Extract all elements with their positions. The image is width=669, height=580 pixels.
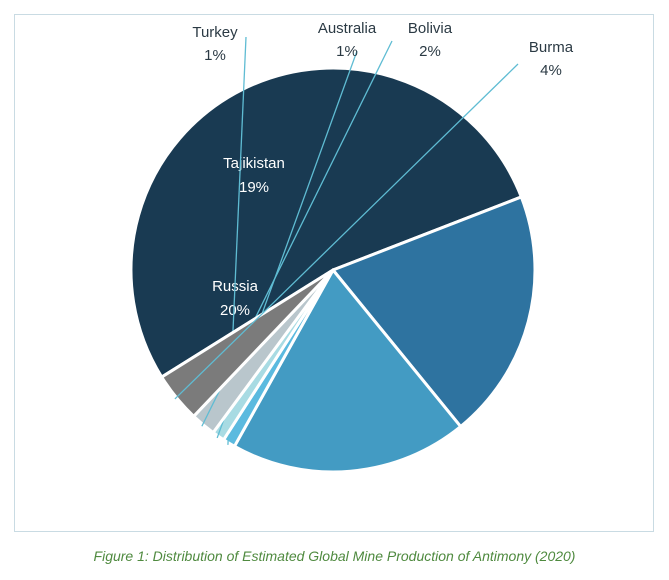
slice-value-label-australia: 1% (336, 43, 358, 60)
slice-value-label-burma: 4% (540, 62, 562, 79)
pie-slice-china (129, 66, 523, 379)
figure-caption: Figure 1: Distribution of Estimated Glob… (93, 548, 576, 564)
pie-slice-tajikistan (232, 268, 463, 474)
slice-name-label-australia: Australia (318, 20, 377, 37)
slice-value-label-russia: 20% (220, 302, 250, 319)
slice-name-label-burma: Burma (529, 39, 574, 56)
slice-name-label-tajikistan: Tajikistan (223, 155, 285, 172)
slice-value-label-tajikistan: 19% (239, 179, 269, 196)
slice-value-label-turkey: 1% (204, 47, 226, 64)
slice-value-label-bolivia: 2% (419, 43, 441, 60)
leader-line-burma (174, 63, 519, 400)
slice-name-label-turkey: Turkey (192, 24, 238, 41)
pie-slice-russia (331, 195, 537, 429)
slice-name-label-bolivia: Bolivia (408, 20, 453, 37)
